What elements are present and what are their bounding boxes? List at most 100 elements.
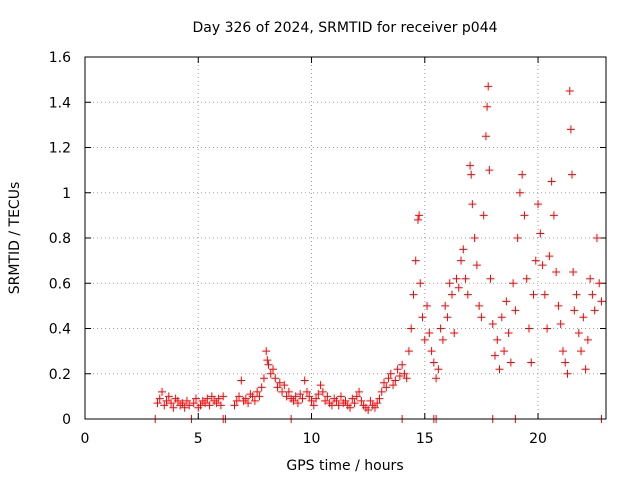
data-point <box>386 369 395 378</box>
data-point <box>398 360 407 369</box>
data-point <box>486 274 495 283</box>
data-point <box>454 283 463 292</box>
data-point <box>275 378 284 387</box>
data-point <box>447 290 456 299</box>
data-point <box>273 383 282 392</box>
data-point <box>196 401 205 410</box>
data-point <box>577 347 586 356</box>
data-point <box>434 365 443 374</box>
data-point <box>262 347 271 356</box>
data-point <box>253 387 262 396</box>
data-point <box>565 86 574 95</box>
data-point <box>450 329 459 338</box>
data-point <box>307 396 316 405</box>
data-point <box>568 170 577 179</box>
data-point <box>232 396 241 405</box>
data-point <box>518 170 527 179</box>
data-point <box>330 394 339 403</box>
data-point <box>497 313 506 322</box>
data-point <box>361 403 370 412</box>
data-point <box>201 399 210 408</box>
data-point <box>176 401 185 410</box>
data-point <box>305 392 314 401</box>
data-point <box>257 383 266 392</box>
data-point <box>296 390 305 399</box>
data-point <box>364 405 373 414</box>
data-point <box>373 399 382 408</box>
x-axis-ticks: 0 5 10 15 20 <box>81 57 547 447</box>
data-point <box>207 392 216 401</box>
data-point <box>500 347 509 356</box>
data-point <box>395 372 404 381</box>
data-point <box>547 177 556 186</box>
x-tick-label: 15 <box>416 431 434 447</box>
data-point <box>377 387 386 396</box>
data-point <box>438 335 447 344</box>
data-point <box>384 374 393 383</box>
data-point <box>436 324 445 333</box>
data-point <box>368 401 377 410</box>
data-point <box>348 394 357 403</box>
data-point <box>457 256 466 265</box>
data-point <box>540 290 549 299</box>
data-point <box>472 261 481 270</box>
data-point <box>566 125 575 134</box>
data-point <box>153 399 162 408</box>
y-tick-label: 1 <box>62 186 71 202</box>
y-tick-label: 0.2 <box>49 367 71 383</box>
data-point <box>278 387 287 396</box>
data-point <box>467 170 476 179</box>
data-point <box>205 401 214 410</box>
data-point <box>579 313 588 322</box>
data-point <box>210 396 219 405</box>
data-point <box>289 396 298 405</box>
data-point <box>558 347 567 356</box>
data-point <box>370 403 379 412</box>
data-point <box>191 394 200 403</box>
x-tick-label: 0 <box>81 431 90 447</box>
data-point <box>407 324 416 333</box>
data-point <box>339 399 348 408</box>
data-point <box>298 394 307 403</box>
data-point <box>411 256 420 265</box>
data-point <box>522 274 531 283</box>
data-point <box>216 401 225 410</box>
data-point <box>284 387 293 396</box>
data-point <box>359 401 368 410</box>
data-point <box>531 256 540 265</box>
data-point <box>239 396 248 405</box>
data-point <box>178 399 187 408</box>
y-tick-label: 1.6 <box>49 50 71 66</box>
data-point <box>556 319 565 328</box>
data-point <box>357 396 366 405</box>
data-point <box>160 401 169 410</box>
data-point <box>483 102 492 111</box>
data-point <box>588 290 597 299</box>
data-point <box>477 313 486 322</box>
data-point <box>543 324 552 333</box>
y-tick-label: 0.6 <box>49 276 71 292</box>
data-point <box>495 365 504 374</box>
data-point <box>452 274 461 283</box>
data-point <box>282 392 291 401</box>
data-point <box>380 378 389 387</box>
data-point <box>445 279 454 288</box>
data-point <box>441 301 450 310</box>
y-tick-label: 1.4 <box>49 95 71 111</box>
data-point <box>479 211 488 220</box>
data-point <box>266 369 275 378</box>
data-point <box>515 188 524 197</box>
data-point <box>481 132 490 141</box>
data-point <box>595 279 604 288</box>
data-point <box>323 392 332 401</box>
data-point <box>355 387 364 396</box>
data-point <box>574 329 583 338</box>
data-point <box>463 290 472 299</box>
data-point <box>194 403 203 412</box>
data-point <box>432 374 441 383</box>
data-point <box>404 347 413 356</box>
data-point <box>393 365 402 374</box>
data-point <box>536 229 545 238</box>
plot-frame <box>84 56 607 420</box>
data-point <box>350 399 359 408</box>
